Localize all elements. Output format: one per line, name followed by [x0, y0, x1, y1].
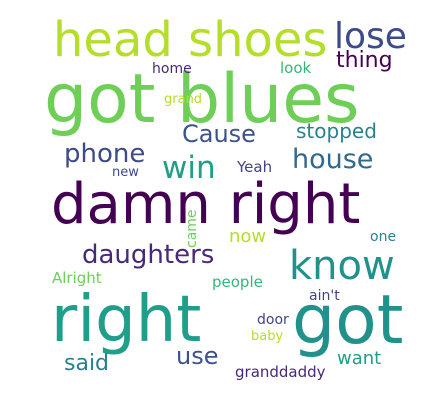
- word-phone: phone: [64, 139, 146, 169]
- word-daughters: daughters: [82, 240, 215, 270]
- word-aint: ain't: [309, 288, 340, 304]
- word-look: look: [280, 59, 312, 77]
- word-people: people: [212, 273, 263, 291]
- word-one: one: [370, 229, 397, 245]
- word-got: got: [292, 281, 404, 360]
- word-alright: Alright: [52, 269, 102, 287]
- word-head-shoes: head shoes: [53, 12, 328, 68]
- word-now: now: [229, 226, 267, 247]
- word-know: know: [289, 243, 395, 289]
- word-damn-right: damn right: [51, 172, 361, 237]
- word-use: use: [176, 342, 219, 370]
- word-got-blues: got blues: [44, 60, 360, 139]
- word-win: win: [162, 150, 216, 186]
- word-cause: Cause: [182, 120, 256, 148]
- word-door: door: [257, 312, 289, 328]
- word-said: said: [64, 351, 110, 376]
- word-right: right: [51, 283, 202, 357]
- word-want: want: [337, 348, 382, 369]
- word-granddaddy: granddaddy: [235, 363, 326, 381]
- word-baby: baby: [251, 329, 284, 344]
- word-thing: thing: [336, 48, 393, 73]
- word-lose: lose: [334, 16, 407, 57]
- word-new: new: [112, 165, 139, 180]
- word-yeah: Yeah: [237, 158, 273, 176]
- word-house: house: [292, 144, 374, 175]
- word-home: home: [152, 61, 192, 77]
- word-grand: grand: [164, 92, 203, 107]
- word-stopped: stopped: [296, 119, 377, 143]
